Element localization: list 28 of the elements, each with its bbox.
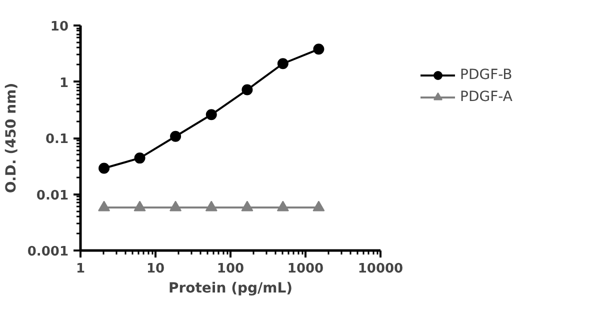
point	[170, 200, 182, 212]
y-tick-label: 1	[59, 76, 68, 91]
y-tick-label: 0.01	[36, 188, 69, 204]
point	[134, 152, 146, 164]
point	[170, 130, 182, 142]
point	[134, 200, 146, 212]
y-axis-title: O.D. (450 nm)	[3, 82, 20, 194]
legend-label: PDGF-A	[460, 89, 512, 105]
x-tick-label: 1000	[287, 262, 324, 276]
point	[312, 200, 325, 212]
y-tick-label: 10	[50, 20, 69, 34]
x-tick-label: 10000	[358, 262, 404, 276]
point	[206, 109, 217, 120]
x-tick-label: 10	[146, 262, 165, 276]
y-tick-label: 0.1	[45, 132, 68, 147]
point	[205, 200, 218, 212]
legend-label: PDGF-B	[460, 67, 512, 83]
x-axis-title: Protein (pg/mL)	[168, 280, 293, 296]
point	[98, 200, 110, 212]
point	[276, 200, 289, 212]
point	[242, 84, 253, 96]
point	[241, 200, 254, 212]
x-tick-label: 100	[216, 262, 244, 276]
point	[277, 58, 288, 70]
y-tick-label: 0.001	[27, 244, 69, 260]
point	[98, 162, 110, 174]
x-tick-label: 1	[76, 262, 86, 276]
point	[313, 44, 324, 55]
